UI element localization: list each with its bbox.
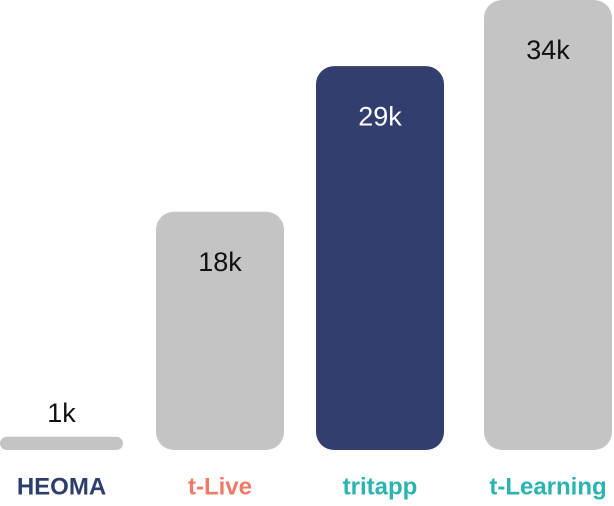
bar (156, 211, 284, 450)
category-label: HEOMA (17, 473, 106, 500)
value-label: 18k (198, 247, 242, 277)
bar (316, 66, 444, 451)
category-label: tritapp (343, 473, 418, 500)
bar (0, 436, 123, 450)
value-label: 34k (526, 35, 570, 65)
value-label: 29k (358, 101, 402, 131)
category-label: t-Live (188, 473, 252, 500)
category-label: t-Learning (489, 473, 606, 500)
bar (484, 0, 612, 450)
value-label: 1k (47, 398, 76, 428)
